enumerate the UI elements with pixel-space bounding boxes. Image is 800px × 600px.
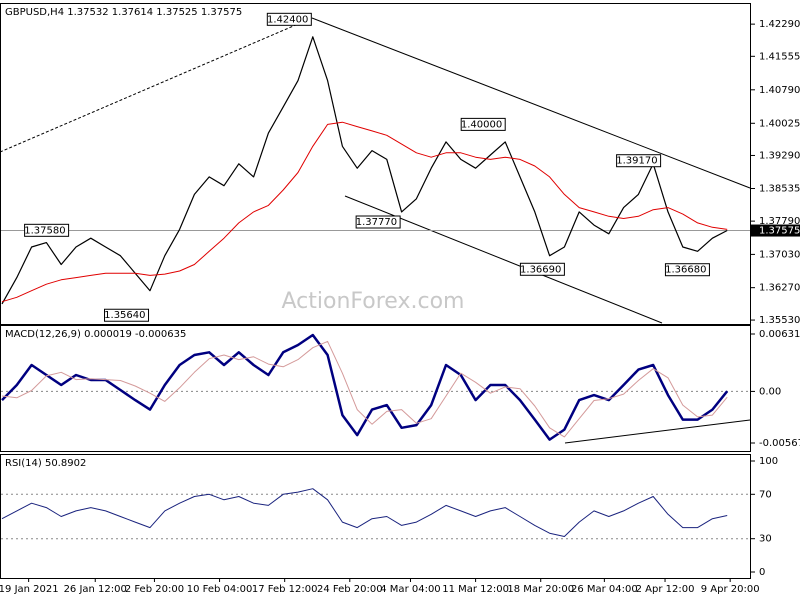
watermark: ActionForex.com xyxy=(282,289,465,314)
x-tick-label: 2 Apr 12:00 xyxy=(636,584,695,595)
panel-title: MACD(12,26,9) 0.000019 -0.000635 xyxy=(5,329,186,340)
y-tick-label: 1.38535 xyxy=(759,184,800,195)
y-tick-label: 0.00 xyxy=(759,386,781,397)
level-label: 1.36690 xyxy=(520,264,561,275)
x-tick-label: 18 Mar 20:00 xyxy=(507,584,574,595)
x-tick-label: 9 Apr 20:00 xyxy=(701,584,760,595)
series-line xyxy=(1,488,728,537)
level-box xyxy=(104,308,150,322)
x-tick-label: 11 Mar 12:00 xyxy=(442,584,509,595)
level-label: 1.35640 xyxy=(104,310,145,321)
series-line xyxy=(1,121,728,303)
series-line xyxy=(1,340,728,438)
level-label: 1.37770 xyxy=(356,217,397,228)
trend-line xyxy=(564,419,751,444)
y-tick-label: 1.40790 xyxy=(759,85,800,96)
y-tick-label: -0.005671 xyxy=(759,438,800,449)
panel-title: GBPUSD,H4 1.37532 1.37614 1.37525 1.3757… xyxy=(5,7,242,18)
channel-line xyxy=(311,17,751,189)
y-tick-label: 1.37790 xyxy=(759,216,800,227)
last-price-label: 1.37575 xyxy=(759,226,800,237)
macd-panel xyxy=(0,325,751,452)
x-tick-label: 10 Feb 04:00 xyxy=(187,584,253,595)
y-tick-label: 1.41555 xyxy=(759,51,800,62)
last-price-box xyxy=(751,224,800,237)
y-tick-label: 1.36270 xyxy=(759,283,800,294)
x-tick-label: 24 Feb 20:00 xyxy=(317,584,383,595)
level-label: 1.42400 xyxy=(267,14,308,25)
x-tick-label: 26 Jan 12:00 xyxy=(64,584,127,595)
y-tick-label: 1.35530 xyxy=(759,315,800,326)
level-box xyxy=(664,263,710,277)
x-tick-label: 19 Jan 2021 xyxy=(0,584,59,595)
y-tick-label: 70 xyxy=(759,489,772,500)
panel-title: RSI(14) 50.8902 xyxy=(5,458,86,469)
level-label: 1.40000 xyxy=(461,119,502,130)
y-tick-label: 100 xyxy=(759,456,778,467)
level-label: 1.37580 xyxy=(24,225,65,236)
y-tick-label: 30 xyxy=(759,534,772,545)
x-tick-label: 17 Feb 12:00 xyxy=(252,584,318,595)
level-box xyxy=(266,12,312,26)
x-tick-label: 2 Feb 20:00 xyxy=(125,584,184,595)
level-box xyxy=(519,262,565,276)
y-tick-label: 1.39290 xyxy=(759,150,800,161)
rsi-panel xyxy=(0,454,751,579)
y-tick-label: 1.42290 xyxy=(759,19,800,30)
y-tick-label: 1.37030 xyxy=(759,249,800,260)
x-tick-label: 4 Mar 04:00 xyxy=(380,584,440,595)
price-panel xyxy=(0,3,751,325)
y-tick-label: 1.40025 xyxy=(759,118,800,129)
level-label: 1.36680 xyxy=(665,265,706,276)
level-box xyxy=(616,154,662,168)
trend-line xyxy=(0,17,313,153)
series-line xyxy=(1,36,728,305)
y-tick-label: 0 xyxy=(759,567,765,578)
level-box xyxy=(355,215,401,229)
level-label: 1.39170 xyxy=(616,156,657,167)
y-tick-label: 0.00631 xyxy=(759,329,800,340)
x-tick-label: 26 Mar 04:00 xyxy=(571,584,638,595)
level-box xyxy=(24,223,70,237)
level-box xyxy=(460,117,506,131)
